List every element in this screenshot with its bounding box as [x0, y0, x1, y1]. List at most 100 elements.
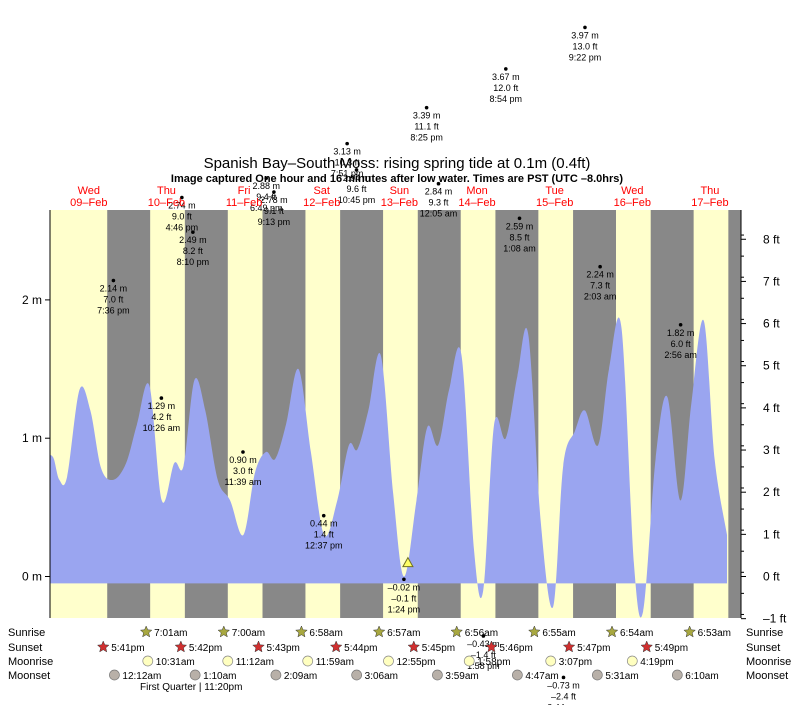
- right-axis-tick-label: 5 ft: [763, 359, 780, 373]
- right-axis-tick-label: 0 ft: [763, 570, 780, 584]
- extreme-feet-label: 3.0 ft: [233, 466, 254, 476]
- sunrise-icon: [605, 625, 619, 638]
- row-label-left-sunset: Sunset: [8, 642, 42, 654]
- left-axis-tick-label: 1 m: [22, 431, 42, 445]
- extreme-time-label: 8:25 pm: [410, 133, 443, 143]
- extreme-time-label: 11:39 am: [225, 477, 262, 487]
- moonset-time: 4:47am: [525, 671, 558, 682]
- chart-title: Spanish Bay–South Moss: rising spring ti…: [204, 155, 591, 172]
- extreme-feet-label: 8.5 ft: [509, 232, 530, 242]
- sunrise-time: 7:01am: [154, 628, 187, 639]
- extreme-meters-label: 2.49 m: [179, 235, 207, 245]
- right-axis-tick-label: 7 ft: [763, 274, 780, 288]
- extreme-meters-label: 1.29 m: [148, 401, 176, 411]
- extreme-feet-label: 9.4 ft: [256, 192, 277, 202]
- extreme-meters-label: 3.67 m: [492, 72, 520, 82]
- moonrise-time: 11:59am: [316, 657, 354, 668]
- sunrise-icon: [139, 625, 153, 638]
- sunrise-icon: [295, 625, 308, 638]
- moonset-icon: [189, 669, 201, 681]
- day-of-week-label: Sat: [313, 185, 330, 197]
- extreme-time-label: 8:54 pm: [490, 94, 523, 104]
- sunrise-icon: [450, 625, 464, 638]
- extreme-feet-label: 8.2 ft: [183, 246, 204, 256]
- extreme-dot: [111, 278, 116, 283]
- day-of-week-label: Wed: [621, 185, 643, 197]
- extreme-time-label: 9:22 pm: [569, 52, 602, 62]
- extreme-time-label: 8:10 pm: [177, 257, 210, 267]
- extreme-dot: [159, 396, 164, 400]
- day-date-label: 15–Feb: [536, 197, 573, 209]
- extreme-meters-label: –0.73 m: [547, 680, 580, 690]
- sunset-time: 5:44pm: [344, 643, 377, 654]
- moonrise-icon: [545, 655, 557, 667]
- sunset-time: 5:42pm: [189, 643, 222, 654]
- sunset-time: 5:45pm: [422, 643, 455, 654]
- day-of-week-label: Fri: [238, 185, 251, 197]
- extreme-meters-label: 2.88 m: [252, 181, 280, 191]
- moonset-time: 5:31am: [605, 671, 638, 682]
- extreme-dot: [402, 577, 406, 582]
- extreme-time-label: 7:36 pm: [97, 306, 130, 316]
- moonrise-icon: [626, 655, 638, 667]
- sunset-icon: [485, 640, 498, 653]
- sunrise-icon: [372, 625, 386, 638]
- sunrise-time: 6:53am: [698, 628, 731, 639]
- extreme-time-label: 1:58 pm: [467, 661, 500, 671]
- sunset-time: 5:41pm: [111, 643, 144, 654]
- moonset-icon: [270, 669, 282, 681]
- extreme-dot: [345, 141, 349, 146]
- sunrise-time: 6:57am: [387, 628, 420, 639]
- day-date-label: 12–Feb: [303, 197, 340, 209]
- extreme-dot: [481, 634, 486, 638]
- extreme-dot: [354, 168, 359, 172]
- extreme-meters-label: 2.78 m: [260, 195, 288, 205]
- moonset-time: 2:09am: [284, 671, 317, 682]
- moonset-icon: [671, 669, 683, 681]
- extreme-feet-label: –1.4 ft: [471, 650, 497, 660]
- extreme-time-label: 7:51 pm: [331, 169, 364, 179]
- moonset-icon: [432, 669, 443, 681]
- extreme-feet-label: 10.3 ft: [335, 158, 361, 168]
- extreme-time-label: 2:03 am: [584, 292, 617, 302]
- sunrise-time: 6:54am: [620, 628, 653, 639]
- extreme-dot: [321, 513, 326, 518]
- day-of-week-label: Thu: [700, 185, 719, 197]
- right-axis-tick-label: –1 ft: [763, 612, 787, 626]
- extreme-dot: [678, 322, 683, 327]
- left-axis-tick-label: 0 m: [22, 570, 42, 584]
- moonset-icon: [512, 669, 523, 681]
- day-of-week-label: Mon: [466, 185, 487, 197]
- sunset-time: 5:46pm: [499, 643, 532, 654]
- sunset-icon: [407, 640, 421, 653]
- extreme-meters-label: 3.39 m: [413, 111, 441, 121]
- row-label-right-sunset: Sunset: [746, 642, 780, 654]
- extreme-dot: [180, 195, 184, 200]
- night-band: [728, 210, 741, 618]
- row-label-right-sunrise: Sunrise: [746, 627, 783, 639]
- extreme-dot: [504, 67, 508, 71]
- right-axis-tick-label: 8 ft: [763, 232, 780, 246]
- extreme-meters-label: 0.44 m: [310, 519, 338, 529]
- sunset-icon: [174, 640, 188, 653]
- moonrise-icon: [383, 655, 394, 667]
- extreme-dot: [598, 264, 602, 269]
- moonrise-time: 1:58pm: [477, 657, 510, 668]
- day-date-label: 10–Feb: [148, 197, 185, 209]
- sunrise-icon: [528, 625, 541, 638]
- right-axis-tick-label: 3 ft: [763, 443, 780, 457]
- row-label-right-moonset: Moonset: [746, 670, 788, 682]
- extreme-feet-label: 7.3 ft: [590, 281, 611, 291]
- extreme-meters-label: 3.97 m: [571, 30, 599, 40]
- day-of-week-label: Tue: [545, 185, 564, 197]
- right-axis-tick-label: 2 ft: [763, 485, 780, 499]
- extreme-meters-label: 2.24 m: [586, 270, 614, 280]
- extreme-time-label: 12:37 pm: [305, 541, 343, 551]
- extreme-time-label: 6:49 pm: [250, 203, 283, 213]
- moonrise-time: 11:12am: [236, 657, 274, 668]
- row-label-left-moonrise: Moonrise: [8, 656, 53, 668]
- right-axis-tick-label: 1 ft: [763, 527, 780, 541]
- extreme-feet-label: –0.1 ft: [391, 593, 417, 603]
- day-of-week-label: Thu: [157, 185, 176, 197]
- right-axis-tick-label: 4 ft: [763, 401, 780, 415]
